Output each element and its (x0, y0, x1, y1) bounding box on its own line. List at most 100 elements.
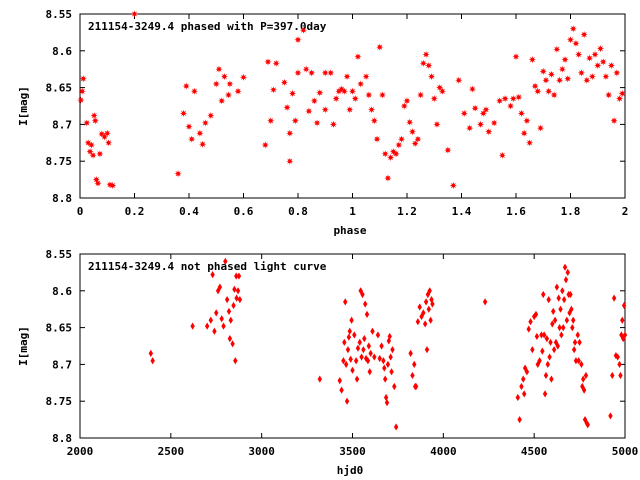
data-point (406, 118, 414, 126)
data-point (579, 360, 584, 368)
data-point (364, 310, 370, 318)
data-point (413, 382, 419, 391)
data-point (534, 332, 540, 341)
data-point (524, 368, 530, 376)
data-point (545, 360, 550, 368)
data-point (370, 327, 375, 335)
data-point (354, 53, 362, 61)
data-point (317, 375, 322, 383)
data-point (365, 357, 371, 365)
data-point (313, 119, 321, 127)
data-point (230, 340, 235, 348)
data-point (430, 95, 438, 103)
unphased-chart-title: 211154-3249.4 not phased light curve (88, 260, 327, 273)
data-point (373, 135, 381, 143)
data-point (424, 346, 430, 354)
data-point (150, 357, 155, 365)
data-point (620, 316, 625, 324)
data-point (376, 43, 384, 51)
data-point (264, 58, 272, 66)
data-point (381, 357, 386, 365)
data-point (355, 344, 361, 352)
data-point (350, 366, 355, 374)
data-point (537, 357, 542, 365)
x-tick-label: 4000 (430, 445, 457, 458)
data-point (348, 87, 357, 95)
data-point (130, 10, 139, 18)
x-tick-label: 0.2 (125, 205, 145, 218)
data-point (190, 87, 199, 95)
data-point (430, 300, 435, 308)
data-point (550, 320, 555, 328)
data-point (417, 303, 422, 311)
data-point (368, 349, 373, 357)
data-point (210, 271, 215, 279)
y-tick-label: 8.8 (52, 432, 72, 445)
data-point (362, 72, 370, 81)
data-point (528, 56, 536, 64)
data-point (577, 338, 582, 346)
data-point (384, 399, 390, 407)
data-point (219, 315, 224, 323)
data-point (569, 305, 574, 313)
data-point (568, 290, 573, 299)
data-point (232, 285, 237, 293)
data-point (283, 103, 291, 112)
data-point (610, 117, 618, 125)
data-point (581, 386, 587, 394)
data-point (105, 139, 113, 147)
data-point (577, 69, 585, 77)
data-point (375, 331, 381, 339)
data-point (468, 85, 476, 93)
data-point (224, 91, 233, 99)
data-point (512, 53, 520, 61)
data-point (353, 357, 359, 365)
data-point (365, 91, 373, 99)
x-tick-label: 1.2 (397, 205, 417, 218)
y-tick-label: 8.6 (52, 285, 72, 298)
data-point (269, 86, 278, 94)
data-point (236, 272, 242, 280)
data-point (352, 331, 357, 339)
data-point (417, 91, 425, 99)
data-point (541, 290, 546, 299)
data-point (569, 25, 577, 33)
data-point (346, 333, 352, 341)
data-point (358, 287, 363, 295)
data-point (387, 332, 392, 341)
data-point (551, 307, 556, 316)
x-tick-label: 1.8 (561, 205, 581, 218)
data-point (87, 141, 96, 149)
data-point (533, 310, 539, 318)
data-point (599, 58, 607, 66)
y-tick-label: 8.55 (46, 248, 73, 261)
data-point (360, 290, 365, 299)
unphased-x-axis-label: hjd0 (337, 464, 364, 477)
data-point (539, 331, 544, 339)
data-point (542, 390, 548, 398)
data-point (540, 347, 545, 355)
data-point (367, 106, 376, 114)
data-point (321, 106, 329, 114)
data-point (556, 76, 564, 84)
data-point (220, 72, 229, 81)
data-point (556, 294, 561, 302)
data-point (621, 301, 627, 310)
data-point (575, 331, 580, 339)
data-point (619, 331, 624, 339)
data-point (561, 296, 567, 304)
data-point (383, 393, 389, 402)
data-point (471, 104, 479, 112)
data-point (547, 70, 556, 78)
x-tick-label: 1.6 (506, 205, 526, 218)
data-point (343, 72, 351, 81)
data-point (509, 95, 517, 103)
x-tick-label: 1.4 (452, 205, 472, 218)
data-point (86, 148, 94, 156)
data-point (576, 357, 581, 365)
data-point (343, 298, 348, 306)
data-point (536, 124, 545, 132)
x-tick-label: 2500 (158, 445, 185, 458)
data-point (190, 322, 195, 330)
